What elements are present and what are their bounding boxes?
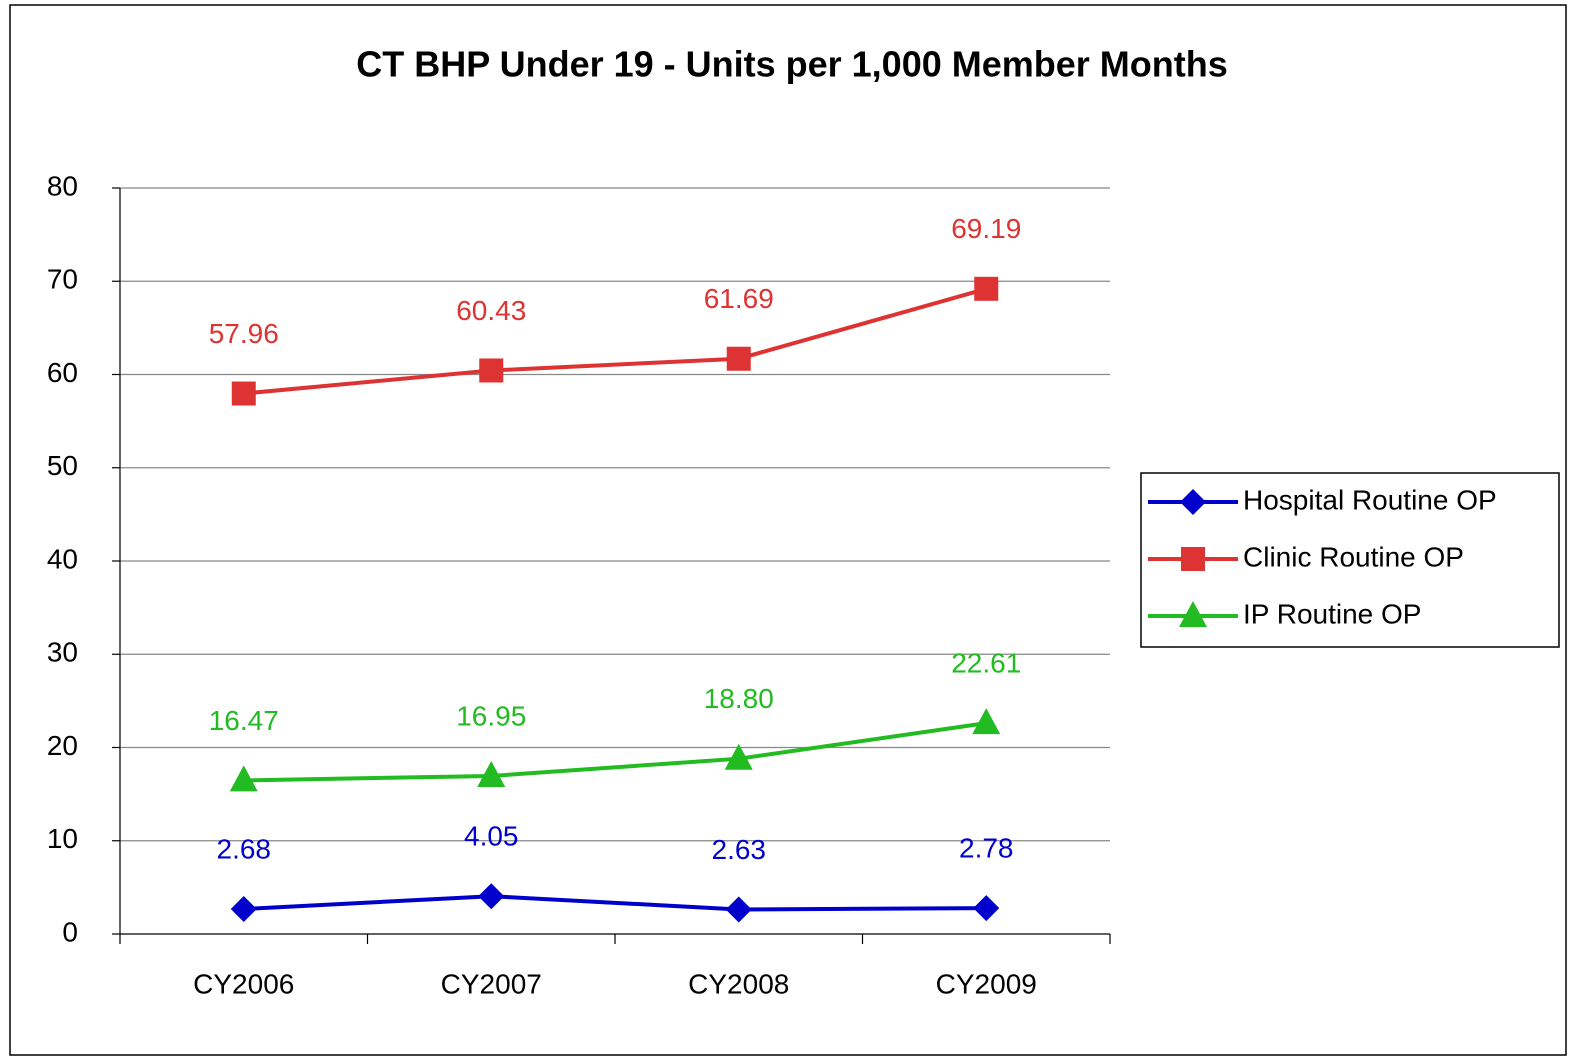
data-point (479, 358, 504, 383)
data-label: 69.19 (951, 213, 1021, 244)
data-point (229, 765, 258, 792)
y-tick-label: 10 (47, 823, 78, 854)
data-point (725, 896, 752, 923)
data-point (231, 381, 256, 406)
data-label: 2.63 (712, 834, 767, 865)
series-line (243, 286, 987, 396)
y-tick-label: 60 (47, 357, 78, 388)
data-point (726, 346, 751, 371)
data-label: 61.69 (704, 283, 774, 314)
data-label: 2.78 (959, 832, 1014, 863)
data-point (230, 896, 257, 923)
legend-marker (1180, 489, 1206, 515)
legend-label: Hospital Routine OP (1243, 484, 1497, 515)
data-point (974, 276, 999, 301)
data-label: 60.43 (456, 295, 526, 326)
data-label: 16.47 (209, 705, 279, 736)
legend-label: IP Routine OP (1243, 598, 1421, 629)
data-point (973, 895, 1000, 922)
x-tick-label: CY2007 (441, 968, 542, 999)
y-tick-label: 80 (47, 170, 78, 201)
data-point (724, 743, 753, 770)
legend-label: Clinic Routine OP (1243, 541, 1464, 572)
data-label: 16.95 (456, 700, 526, 731)
y-tick-label: 30 (47, 637, 78, 668)
y-tick-label: 20 (47, 730, 78, 761)
x-tick-label: CY2009 (936, 968, 1037, 999)
data-label: 4.05 (464, 821, 519, 852)
legend-marker (1179, 601, 1207, 627)
data-label: 2.68 (217, 833, 272, 864)
data-label: 18.80 (704, 683, 774, 714)
y-tick-label: 0 (62, 916, 78, 947)
chart-title: CT BHP Under 19 - Units per 1,000 Member… (356, 44, 1228, 85)
series-line (243, 894, 987, 912)
y-tick-label: 70 (47, 264, 78, 295)
data-label: 22.61 (951, 648, 1021, 679)
data-label: 57.96 (209, 318, 279, 349)
data-point (972, 708, 1001, 735)
x-tick-label: CY2008 (688, 968, 789, 999)
y-tick-label: 50 (47, 450, 78, 481)
data-point (478, 883, 505, 910)
x-tick-label: CY2006 (193, 968, 294, 999)
data-point (477, 760, 506, 787)
y-tick-label: 40 (47, 543, 78, 574)
legend-marker (1181, 547, 1205, 571)
series-line (243, 721, 987, 783)
